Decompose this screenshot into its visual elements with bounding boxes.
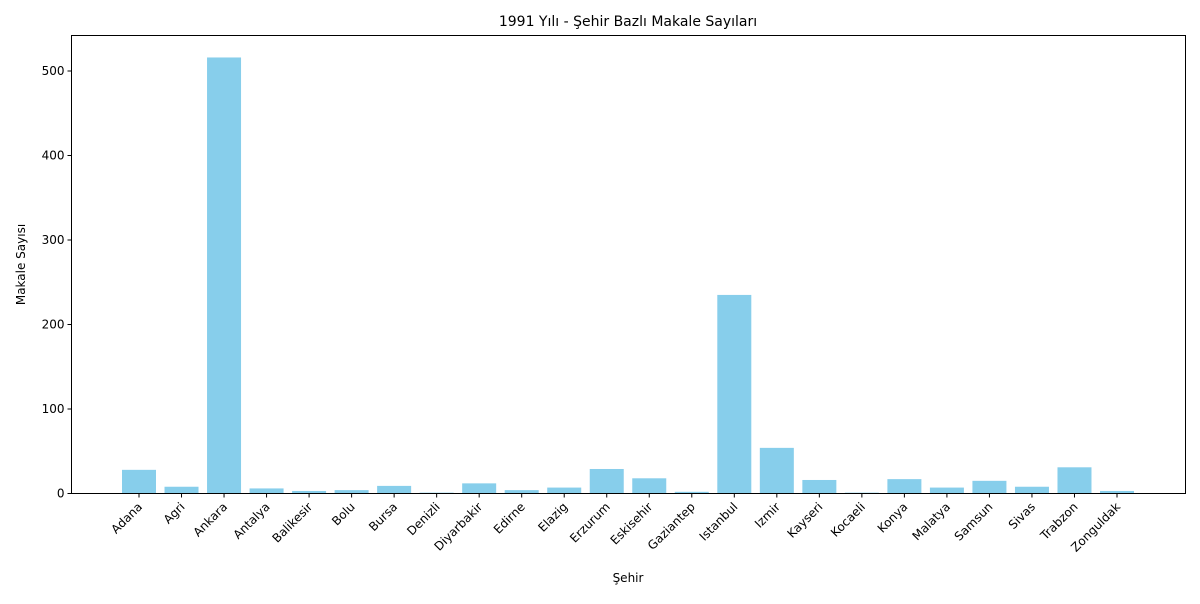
bar-bolu bbox=[334, 490, 369, 494]
bar-konya bbox=[887, 479, 922, 494]
x-tick-label: Izmir bbox=[752, 500, 783, 531]
x-tick-label: Trabzon bbox=[1037, 500, 1081, 544]
bar-istanbul bbox=[717, 294, 752, 494]
x-tick-label: Elazig bbox=[535, 500, 570, 535]
chart-title: 1991 Yılı - Şehir Bazlı Makale Sayıları bbox=[499, 14, 757, 30]
bar-adana bbox=[122, 469, 156, 494]
x-tick-label: Konya bbox=[875, 500, 911, 536]
bars-layer bbox=[122, 57, 1134, 494]
bar-samsun bbox=[972, 480, 1007, 494]
x-tick-label: Ankara bbox=[190, 500, 230, 540]
bar-edirne bbox=[504, 490, 539, 494]
bar-kayseri bbox=[802, 479, 837, 494]
x-tick-label: Erzurum bbox=[567, 500, 613, 546]
bar-sivas bbox=[1014, 486, 1049, 494]
x-tick-label: Kocaeli bbox=[828, 500, 868, 540]
x-tick-label: Bolu bbox=[329, 500, 358, 529]
x-tick-label: Edirne bbox=[491, 500, 528, 537]
bar-malatya bbox=[929, 487, 964, 494]
y-tick-label: 200 bbox=[42, 317, 65, 331]
x-tick-label: Sivas bbox=[1006, 500, 1038, 532]
x-tick-label: Agri bbox=[161, 500, 188, 527]
x-tick-label: Denizli bbox=[404, 500, 443, 539]
x-tick-label: Balikesir bbox=[269, 500, 315, 546]
x-axis-label: Şehir bbox=[613, 571, 644, 585]
bar-diyarbakir bbox=[462, 483, 497, 494]
bar-antalya bbox=[249, 488, 284, 494]
x-tick-label: Istanbul bbox=[697, 500, 741, 544]
y-axis-label: Makale Sayısı bbox=[14, 224, 28, 305]
bar-agri bbox=[164, 486, 199, 494]
y-tick-label: 0 bbox=[57, 487, 65, 501]
x-tick-label: Samsun bbox=[952, 500, 996, 544]
x-tick-label: Antalya bbox=[230, 500, 272, 542]
bar-elazig bbox=[547, 487, 582, 494]
bar-izmir bbox=[759, 447, 794, 494]
x-tick-label: Kayseri bbox=[784, 500, 825, 541]
bar-ankara bbox=[207, 57, 242, 494]
bar-eskisehir bbox=[632, 478, 667, 494]
y-tick-label: 100 bbox=[42, 402, 65, 416]
bar-zonguldak bbox=[1100, 490, 1134, 494]
bar-gaziantep bbox=[674, 491, 709, 494]
x-tick-label: Bursa bbox=[366, 500, 400, 534]
bar-bursa bbox=[377, 485, 412, 494]
y-axis-ticks: 0 100 200 300 400 500 bbox=[42, 64, 72, 501]
plot-frame bbox=[71, 35, 1186, 494]
bar-trabzon bbox=[1057, 467, 1092, 494]
x-tick-label: Adana bbox=[108, 500, 145, 537]
x-tick-label: Malatya bbox=[910, 500, 954, 544]
bar-erzurum bbox=[589, 468, 624, 494]
y-tick-label: 500 bbox=[42, 64, 65, 78]
y-tick-label: 400 bbox=[42, 148, 65, 162]
y-tick-label: 300 bbox=[42, 233, 65, 247]
bar-balikesir bbox=[292, 490, 327, 494]
